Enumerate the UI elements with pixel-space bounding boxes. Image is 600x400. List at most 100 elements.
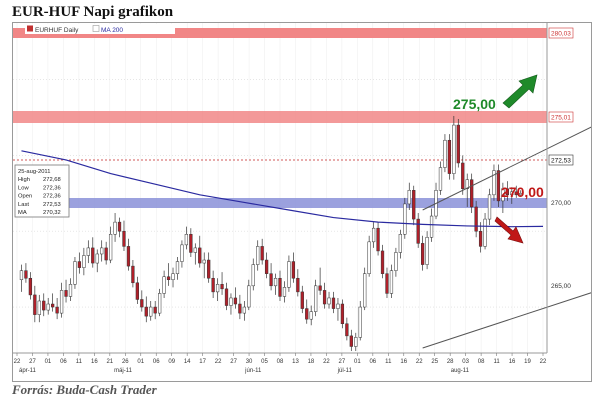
- candle-body: [233, 297, 238, 305]
- channel-upper-line: [422, 122, 600, 211]
- x-tick-label: 19: [524, 359, 531, 365]
- x-tick-label: 16: [509, 359, 516, 365]
- candle-body: [505, 188, 509, 196]
- candle-up: [327, 291, 331, 309]
- candle-up: [336, 297, 340, 321]
- candle-up: [309, 305, 313, 326]
- candle-body: [478, 230, 483, 247]
- candle-body: [238, 303, 242, 314]
- candle-body: [340, 303, 345, 324]
- price-tag-last-text: 272,53: [551, 158, 571, 165]
- candle-body: [202, 259, 206, 264]
- support-band: [69, 198, 547, 208]
- x-tick-label: 22: [416, 359, 423, 365]
- candle-up: [86, 240, 90, 264]
- arrow-down-icon: [494, 216, 524, 244]
- x-tick-label: 05: [261, 359, 268, 365]
- candle-body: [126, 246, 131, 267]
- candle-down: [260, 238, 264, 265]
- candle-down: [447, 134, 452, 180]
- candle-up: [465, 173, 469, 207]
- info-box-value: 270,32: [43, 210, 61, 216]
- x-tick-label: 18: [308, 359, 315, 365]
- candle-down: [269, 263, 273, 291]
- annotation-270: 270,00: [501, 184, 544, 200]
- candle-up: [215, 278, 220, 301]
- candle-down: [470, 173, 474, 214]
- candle-body: [483, 218, 487, 247]
- candle-up: [95, 249, 99, 273]
- candle-body: [86, 247, 90, 256]
- candle-body: [264, 259, 269, 274]
- x-tick-label: 14: [184, 359, 191, 365]
- candle-up: [358, 300, 362, 341]
- candle-body: [447, 139, 452, 174]
- x-tick-label: 27: [339, 359, 346, 365]
- info-box-label: High: [18, 177, 30, 183]
- candle-body: [519, 193, 523, 196]
- candle-body: [496, 170, 501, 202]
- candle-up: [398, 229, 402, 259]
- candle-body: [456, 124, 460, 164]
- candle-body: [443, 139, 447, 168]
- candle-body: [175, 261, 180, 274]
- x-month-label: jún-11: [244, 368, 262, 374]
- candle-down: [385, 267, 389, 298]
- candle-down: [55, 297, 59, 320]
- candle-up: [73, 257, 77, 289]
- x-tick-label: 22: [14, 359, 21, 365]
- price-tag-mid-text: 275,01: [551, 115, 571, 122]
- candle-body: [104, 247, 108, 261]
- info-box-value: 272,53: [43, 202, 61, 208]
- candle-body: [403, 203, 407, 235]
- candle-up: [46, 297, 50, 315]
- candle-body: [51, 303, 55, 308]
- candle-body: [510, 191, 514, 196]
- candle-up: [256, 240, 260, 271]
- x-tick-label: 26: [122, 359, 129, 365]
- candle-down: [478, 222, 483, 253]
- candle-up: [510, 187, 514, 204]
- candle-down: [140, 290, 144, 312]
- x-tick-label: 01: [137, 359, 144, 365]
- candle-up: [180, 240, 184, 268]
- candle-down: [416, 213, 420, 248]
- candle-down: [380, 244, 385, 279]
- candle-body: [33, 294, 37, 315]
- candle-up: [438, 161, 443, 195]
- candle-body: [140, 299, 144, 308]
- candle-body: [100, 247, 104, 255]
- x-tick-label: 28: [447, 359, 454, 365]
- ma-200-line: [21, 150, 544, 228]
- candle-up: [273, 273, 278, 295]
- info-box-rows: 25-aug-2011 High 272,68 Low 272,36 Open 272,36…: [18, 169, 61, 216]
- candle-down: [322, 282, 327, 309]
- candle-layer: [19, 115, 523, 352]
- candle-body: [385, 273, 389, 294]
- candle-down: [166, 263, 171, 286]
- candle-down: [421, 235, 425, 271]
- candle-body: [367, 241, 371, 274]
- candle-up: [452, 115, 456, 180]
- candle-body: [108, 234, 113, 261]
- candle-down: [264, 252, 269, 279]
- candle-down: [461, 155, 465, 195]
- candle-body: [318, 285, 322, 291]
- candle-down: [220, 272, 224, 295]
- x-tick-label: 11: [493, 359, 500, 365]
- candle-body: [95, 253, 99, 264]
- candle-body: [28, 277, 33, 296]
- candle-down: [456, 118, 460, 168]
- candle-body: [166, 276, 171, 281]
- x-tick-label: 01: [45, 359, 52, 365]
- candle-down: [211, 270, 215, 298]
- candle-up: [492, 164, 496, 201]
- candle-body: [180, 244, 184, 262]
- candle-body: [336, 303, 340, 309]
- candle-up: [394, 247, 398, 277]
- x-tick-label: 17: [199, 359, 206, 365]
- x-tick-label: 11: [385, 359, 392, 365]
- candle-up: [287, 255, 291, 292]
- x-tick-label: 22: [323, 359, 330, 365]
- x-tick-label: 16: [400, 359, 407, 365]
